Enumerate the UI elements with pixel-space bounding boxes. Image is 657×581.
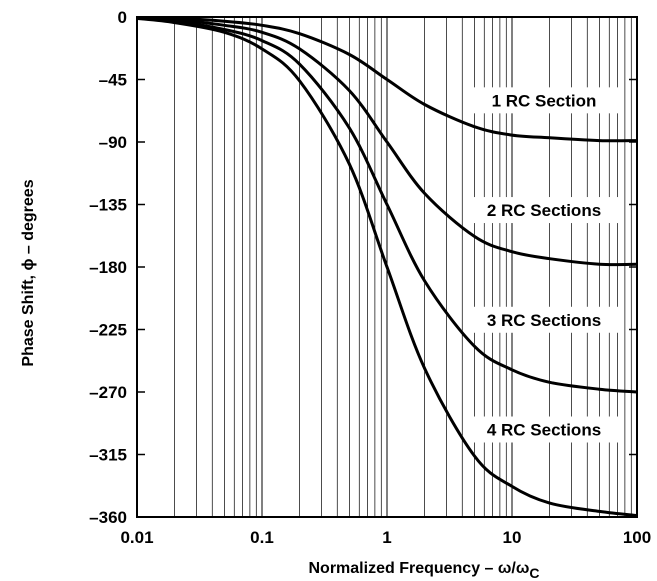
y-tick-label: –180 <box>89 258 127 277</box>
y-tick-label: –135 <box>89 196 127 215</box>
x-axis-label: Normalized Frequency – ω/ωC <box>309 560 540 581</box>
curve-label-background <box>469 306 619 333</box>
y-tick-label: –315 <box>89 446 127 465</box>
x-tick-labels: 0.01 0.1 1 10 100 <box>120 528 651 547</box>
x-axis-label-main: Normalized Frequency – ω/ω <box>309 560 530 577</box>
curve-label-background <box>469 197 619 224</box>
curve-label-background <box>469 416 619 443</box>
curve-labels: 1 RC Section 2 RC Sections 3 RC Sections 4 … <box>469 87 619 443</box>
series-line <box>136 16 638 267</box>
y-tick-labels: 0 –45 –90 –135 –180 –225 –270 –315 –360 <box>89 8 637 527</box>
curve-label-background <box>469 87 619 114</box>
x-tick-label: 0.1 <box>250 528 274 547</box>
curve-label: 2 RC Sections <box>487 201 601 220</box>
curve-label: 3 RC Sections <box>487 311 601 330</box>
x-tick-label: 100 <box>623 528 651 547</box>
y-axis-label: Phase Shift, ϕ – degrees <box>20 179 37 366</box>
x-tick-label: 10 <box>503 528 522 547</box>
y-tick-label: –360 <box>89 508 127 527</box>
series-line <box>136 16 638 518</box>
x-tick-label: 0.01 <box>120 528 153 547</box>
x-axis-label-subscript: C <box>529 565 539 581</box>
x-tick-label: 1 <box>382 528 391 547</box>
curve-label: 1 RC Section <box>492 91 597 110</box>
series-line <box>136 16 638 394</box>
y-tick-label: 0 <box>118 8 127 27</box>
curve-label: 4 RC Sections <box>487 421 601 440</box>
y-tick-label: –225 <box>89 321 127 340</box>
y-tick-label: –45 <box>99 71 127 90</box>
y-tick-label: –90 <box>99 133 127 152</box>
y-tick-label: –270 <box>89 383 127 402</box>
curves <box>136 16 638 518</box>
series-line <box>136 16 638 143</box>
